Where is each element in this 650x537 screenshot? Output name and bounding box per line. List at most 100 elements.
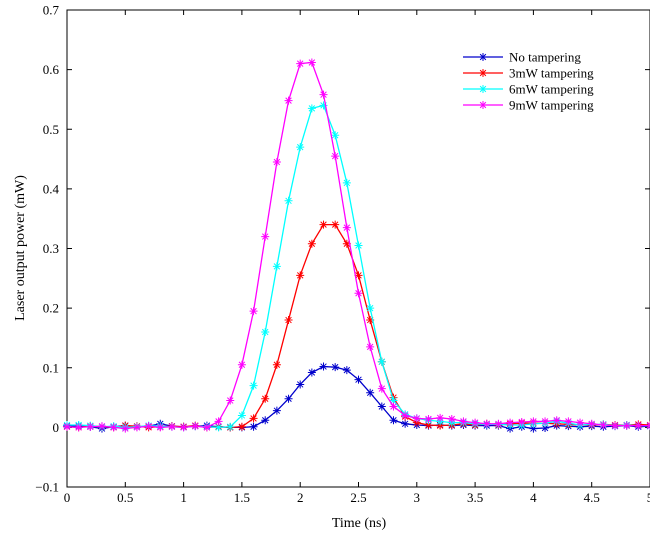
y-tick-label: −0.1 bbox=[35, 480, 59, 495]
data-point bbox=[74, 423, 83, 432]
data-point bbox=[576, 418, 585, 427]
data-point bbox=[272, 360, 281, 369]
legend-marker bbox=[479, 85, 487, 93]
data-point bbox=[319, 90, 328, 99]
data-point bbox=[389, 402, 398, 411]
data-point bbox=[272, 158, 281, 167]
data-point bbox=[541, 423, 550, 432]
data-point bbox=[191, 422, 200, 431]
data-point bbox=[284, 196, 293, 205]
data-point bbox=[622, 421, 631, 430]
data-point bbox=[459, 417, 468, 426]
data-point bbox=[272, 406, 281, 415]
data-point bbox=[284, 394, 293, 403]
data-point bbox=[261, 416, 270, 425]
data-point bbox=[284, 316, 293, 325]
y-tick-label: 0.2 bbox=[43, 301, 59, 316]
data-point bbox=[319, 101, 328, 110]
y-tick-label: 0.3 bbox=[43, 241, 59, 256]
legend-label: 6mW tampering bbox=[509, 82, 594, 97]
data-point bbox=[109, 423, 118, 432]
data-point bbox=[237, 360, 246, 369]
y-tick-label: 0 bbox=[53, 420, 60, 435]
legend-marker bbox=[479, 101, 487, 109]
data-point bbox=[249, 307, 258, 316]
data-point bbox=[401, 419, 410, 428]
data-point bbox=[447, 415, 456, 424]
data-point bbox=[587, 419, 596, 428]
data-point bbox=[237, 411, 246, 420]
data-point bbox=[202, 423, 211, 432]
data-point bbox=[86, 422, 95, 431]
data-point bbox=[634, 421, 643, 430]
data-point bbox=[482, 419, 491, 428]
data-point bbox=[319, 362, 328, 371]
data-point bbox=[424, 415, 433, 424]
legend-label: 3mW tampering bbox=[509, 66, 594, 81]
data-point bbox=[284, 96, 293, 105]
data-point bbox=[342, 366, 351, 375]
x-tick-label: 0 bbox=[64, 490, 71, 505]
data-point bbox=[424, 420, 433, 429]
data-point bbox=[237, 422, 246, 431]
data-point bbox=[541, 417, 550, 426]
plot-area: 0 0.5 1 1.5 2 2.5 3 3.5 4 4.5 5 −0.1 0 0.1 0.2 0.3 0.4 0.… bbox=[35, 3, 650, 505]
data-point bbox=[261, 327, 270, 336]
data-point bbox=[156, 423, 165, 432]
data-point bbox=[354, 271, 363, 280]
data-point bbox=[331, 363, 340, 372]
data-point bbox=[249, 414, 258, 423]
data-point bbox=[389, 416, 398, 425]
data-point bbox=[494, 419, 503, 428]
data-point bbox=[319, 220, 328, 229]
y-tick-label: 0.6 bbox=[43, 62, 60, 77]
series-4 bbox=[63, 58, 650, 433]
data-point bbox=[471, 418, 480, 427]
data-point bbox=[412, 414, 421, 423]
data-point bbox=[389, 396, 398, 405]
x-tick-label: 1 bbox=[180, 490, 187, 505]
x-tick-label: 3.5 bbox=[467, 490, 483, 505]
legend-marker bbox=[479, 53, 487, 61]
data-point bbox=[342, 178, 351, 187]
data-point bbox=[296, 143, 305, 152]
data-point bbox=[529, 424, 538, 433]
data-point bbox=[296, 271, 305, 280]
x-axis-label: Time (ns) bbox=[332, 516, 387, 531]
data-point bbox=[307, 239, 316, 248]
data-point bbox=[412, 418, 421, 427]
data-point bbox=[121, 424, 130, 433]
x-tick-label: 4 bbox=[530, 490, 537, 505]
x-tick-label: 3 bbox=[414, 490, 421, 505]
x-tick-label: 0.5 bbox=[117, 490, 133, 505]
data-point bbox=[366, 316, 375, 325]
data-point bbox=[272, 262, 281, 271]
data-point bbox=[179, 423, 188, 432]
data-point bbox=[249, 381, 258, 390]
legend-marker bbox=[479, 69, 487, 77]
data-point bbox=[261, 394, 270, 403]
data-point bbox=[552, 416, 561, 425]
data-point bbox=[529, 417, 538, 426]
data-point bbox=[436, 421, 445, 430]
x-tick-label: 5 bbox=[647, 490, 650, 505]
data-point bbox=[331, 220, 340, 229]
legend-label: 9mW tampering bbox=[509, 98, 594, 113]
data-point bbox=[436, 413, 445, 422]
data-point bbox=[377, 384, 386, 393]
data-point bbox=[366, 342, 375, 351]
data-point bbox=[599, 420, 608, 429]
data-point bbox=[331, 131, 340, 140]
data-point bbox=[307, 368, 316, 377]
y-tick-label: 0.5 bbox=[43, 122, 59, 137]
data-point bbox=[331, 152, 340, 161]
data-point bbox=[144, 422, 153, 431]
data-point bbox=[261, 232, 270, 241]
data-point bbox=[132, 423, 141, 432]
data-point bbox=[564, 417, 573, 426]
data-point bbox=[377, 357, 386, 366]
data-point bbox=[354, 289, 363, 298]
data-point bbox=[226, 422, 235, 431]
